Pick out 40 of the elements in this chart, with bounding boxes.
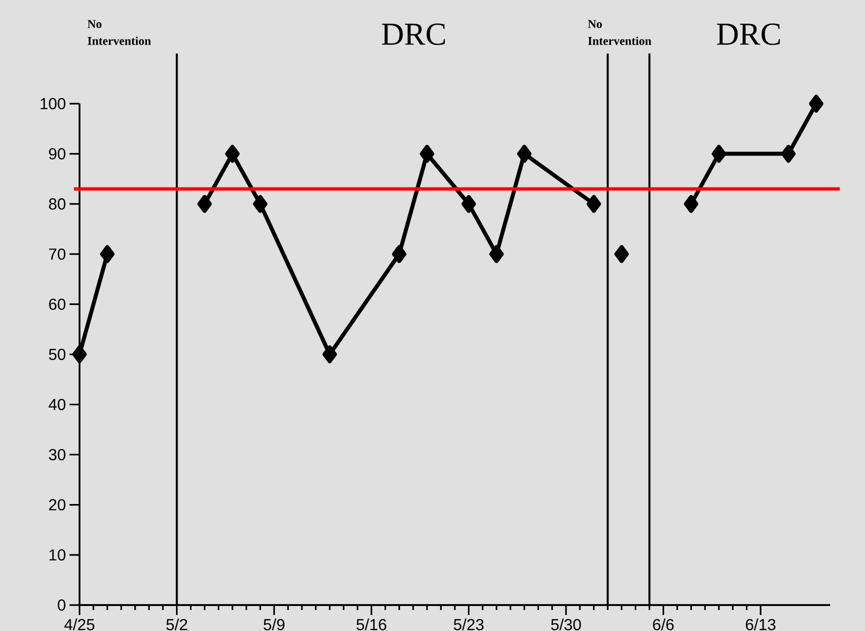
y-tick-label: 70 (49, 248, 66, 260)
point (420, 144, 434, 163)
x-tick-label: 5/30 (551, 618, 581, 630)
point (72, 345, 87, 364)
text: No Intervention (88, 20, 151, 45)
y-tick-label: 80 (48, 198, 66, 210)
point (586, 194, 602, 213)
point (392, 245, 406, 264)
x-tick-label: 5/9 (264, 618, 284, 630)
point (808, 94, 824, 113)
text: No Intervention (588, 20, 652, 45)
y-tick-label: 40 (48, 398, 66, 410)
x-tick-label: 5/23 (454, 618, 484, 630)
y-tick-label: 10 (50, 549, 66, 561)
x-tick-label: 6/13 (746, 618, 776, 630)
point (100, 245, 115, 264)
y-tick-label: 50 (48, 348, 66, 360)
point (322, 345, 337, 364)
y-tick-label: 100 (40, 98, 66, 110)
point (197, 194, 212, 213)
x-tick-label: 6/6 (653, 618, 674, 630)
point (712, 144, 726, 163)
point (781, 144, 796, 163)
y-tick-label: 60 (49, 298, 66, 310)
point (684, 194, 698, 213)
y-tick-label: 90 (49, 148, 66, 160)
point (614, 245, 629, 264)
x-tick-label: 5/2 (166, 618, 188, 630)
y-tick-label: 30 (48, 449, 66, 460)
point (225, 144, 240, 163)
point (489, 245, 504, 264)
point (517, 144, 532, 163)
text: DRC (382, 24, 445, 46)
y-tick-label: 20 (49, 499, 66, 510)
point (252, 194, 268, 213)
y-tick-label: 0 (58, 599, 66, 611)
x-tick-label: 4/25 (64, 618, 94, 630)
x-tick-label: 5/16 (356, 618, 386, 630)
point (461, 194, 476, 213)
text: DRC (716, 24, 780, 46)
